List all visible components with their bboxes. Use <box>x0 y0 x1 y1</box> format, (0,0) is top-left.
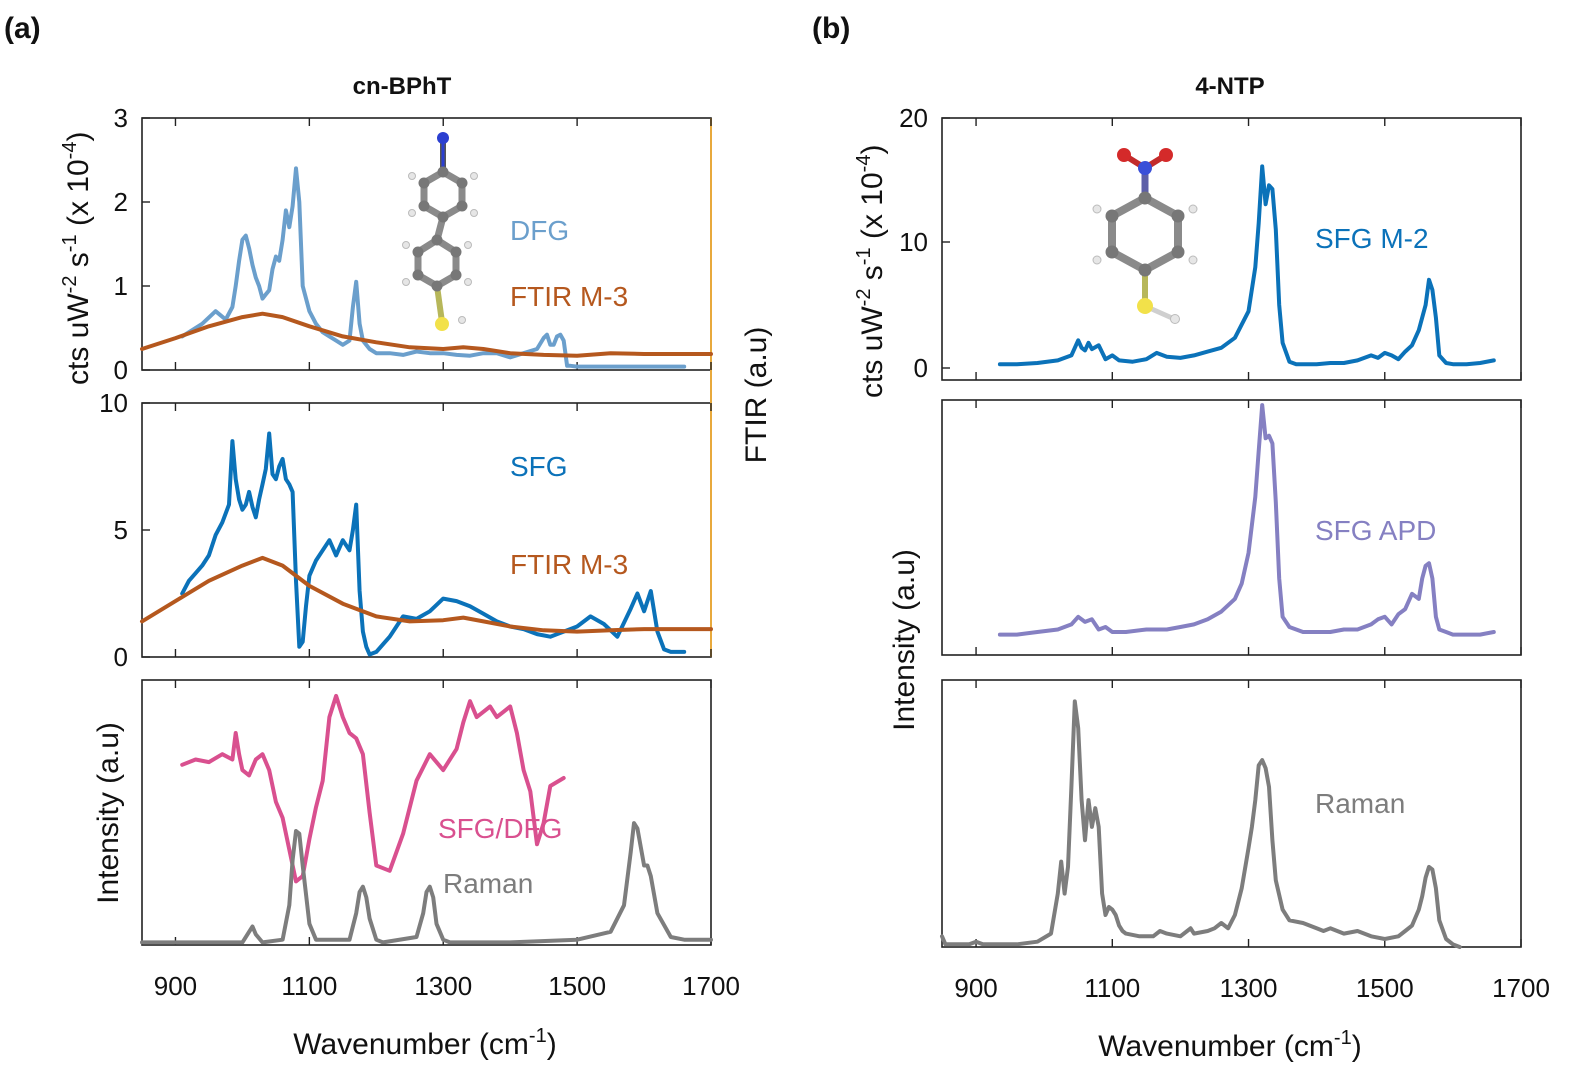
y-tick-label-a2-10: 10 <box>99 388 128 418</box>
molecule-cn-bpht <box>402 132 478 331</box>
label-sfg-m2: SFG M-2 <box>1315 223 1429 254</box>
subplot-b3-frame <box>941 679 1522 948</box>
series-a1-ftir-m-3 <box>140 311 713 358</box>
y-tick-label-a1-0: 0 <box>114 355 128 385</box>
label-ftir-a2: FTIR M-3 <box>510 549 628 580</box>
y-tick-label-b1-0: 0 <box>914 353 928 383</box>
label-raman-b: Raman <box>1315 788 1405 819</box>
x-tick-label-b3-1500: 1500 <box>1356 973 1414 1003</box>
y-tick-label-a2-0: 0 <box>114 642 128 672</box>
series-b2-sfg-apd <box>997 403 1496 637</box>
subplot-b2-frame <box>941 399 1522 656</box>
label-dfg: DFG <box>510 215 569 246</box>
panel-b-letter: (b) <box>812 12 850 45</box>
subplot-b1-frame <box>941 117 1522 381</box>
x-tick-label-b3-1300: 1300 <box>1220 973 1278 1003</box>
label-raman-a: Raman <box>443 868 533 899</box>
nitrogen-atom <box>437 132 449 144</box>
series-a3-sfg-dfg <box>180 693 566 884</box>
x-tick-label-a3-1700: 1700 <box>682 971 740 1001</box>
chart-title-b: 4-NTP <box>1195 73 1264 100</box>
label-sfg: SFG <box>510 451 568 482</box>
ylabel-a-counts: cts uW-2 s-1 (x 10-4) <box>59 132 95 385</box>
nitrogen-atom <box>1138 161 1152 175</box>
series-a2-ftir-m-3 <box>140 555 713 634</box>
label-sfg-apd: SFG APD <box>1315 515 1436 546</box>
x-tick-label-a3-1100: 1100 <box>281 971 337 1001</box>
y-tick-label-a2-5: 5 <box>114 515 128 545</box>
series-a2-sfg <box>180 431 687 657</box>
ylabel-intensity-b: Intensity (a.u) <box>888 549 921 731</box>
x-tick-label-a3-1300: 1300 <box>414 971 472 1001</box>
ylabel-b-counts: cts uW-2 s-1 (x 10-4) <box>853 145 889 398</box>
ylabel-ftir: FTIR (a.u) <box>740 327 773 464</box>
sulfur-atom <box>1137 298 1153 314</box>
subplot-a3-frame <box>141 679 712 946</box>
ylabel-intensity-a: Intensity (a.u) <box>92 722 125 904</box>
data-traces <box>140 164 1496 949</box>
panel-a-letter: (a) <box>4 12 41 45</box>
xlabel-b: Wavenumber (cm-1) <box>1098 1027 1361 1063</box>
oxygen-atom-right <box>1159 148 1173 162</box>
label-sfg-dfg: SFG/DFG <box>438 813 562 844</box>
y-tick-label-b1-20: 20 <box>899 103 928 133</box>
series-b1-sfg-m-2 <box>997 164 1496 367</box>
label-ftir-a1: FTIR M-3 <box>510 281 628 312</box>
x-tick-label-b3-1700: 1700 <box>1492 973 1550 1003</box>
x-tick-label-a3-1500: 1500 <box>548 971 606 1001</box>
oxygen-atom-left <box>1117 148 1131 162</box>
sulfur-atom <box>435 317 449 331</box>
x-tick-label-b3-1100: 1100 <box>1084 973 1140 1003</box>
chart-title-a: cn-BPhT <box>353 73 452 100</box>
y-tick-label-a1-1: 1 <box>114 271 128 301</box>
series-a3-raman <box>140 821 713 945</box>
xlabel-a: Wavenumber (cm-1) <box>293 1025 556 1061</box>
series-b3-raman <box>940 699 1462 949</box>
molecule-4-ntp <box>1092 148 1198 324</box>
y-tick-label-b1-10: 10 <box>899 227 928 257</box>
x-tick-label-a3-900: 900 <box>154 971 197 1001</box>
x-tick-label-b3-900: 900 <box>954 973 997 1003</box>
y-tick-label-a1-2: 2 <box>114 187 128 217</box>
y-tick-label-a1-3: 3 <box>114 103 128 133</box>
series-a1-dfg <box>180 166 687 369</box>
